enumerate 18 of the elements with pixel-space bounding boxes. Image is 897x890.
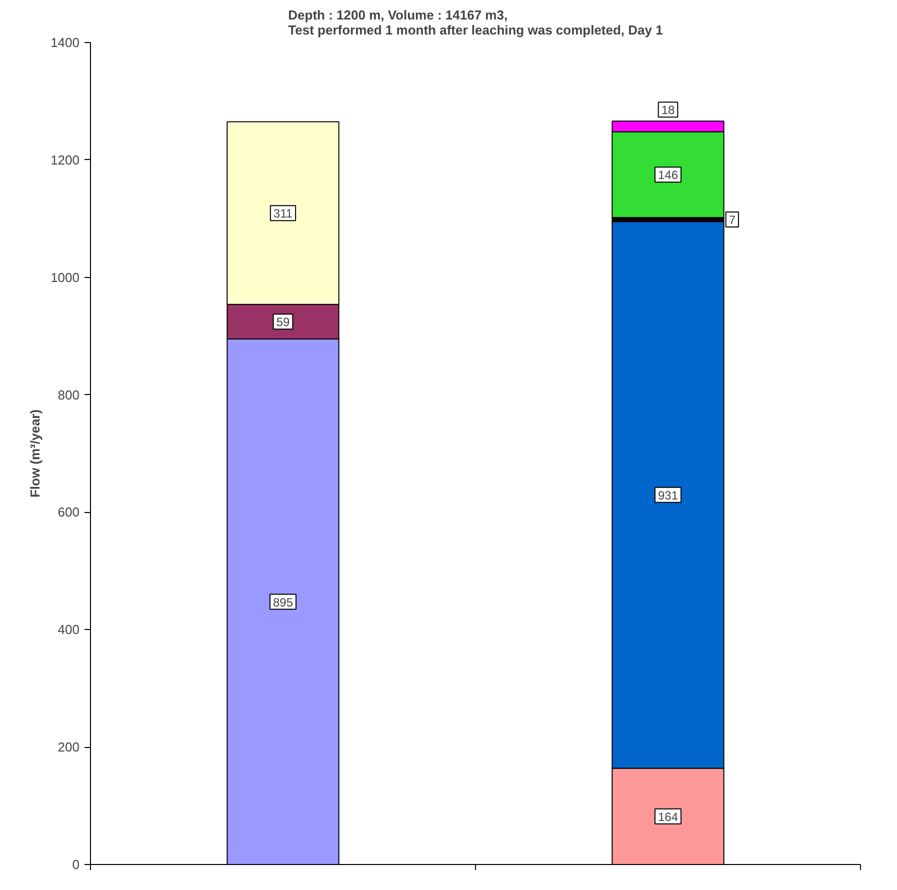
data-label: 59 bbox=[276, 315, 290, 330]
chart-title: Depth : 1200 m, Volume : 14167 m3, Test performed 1 month after leaching was completed, Day 1 bbox=[288, 8, 663, 38]
y-axis-title: Flow (m³/year) bbox=[28, 409, 43, 498]
data-label: 18 bbox=[661, 103, 675, 118]
y-tick-label: 600 bbox=[58, 504, 80, 520]
data-label: 311 bbox=[273, 206, 293, 221]
data-label: 931 bbox=[658, 488, 678, 502]
y-tick-label: 400 bbox=[58, 622, 80, 638]
y-tick-label: 1400 bbox=[50, 35, 80, 50]
y-tick-label: 0 bbox=[72, 857, 80, 872]
y-tick-label: 200 bbox=[58, 740, 80, 755]
data-label: 146 bbox=[658, 168, 678, 182]
data-label: 7 bbox=[728, 213, 736, 228]
y-tick-label: 800 bbox=[58, 387, 80, 402]
data-label: 895 bbox=[272, 595, 294, 610]
data-label: 164 bbox=[658, 810, 678, 824]
y-tick-label: 1000 bbox=[50, 270, 80, 285]
y-tick-label: 1200 bbox=[50, 152, 80, 168]
